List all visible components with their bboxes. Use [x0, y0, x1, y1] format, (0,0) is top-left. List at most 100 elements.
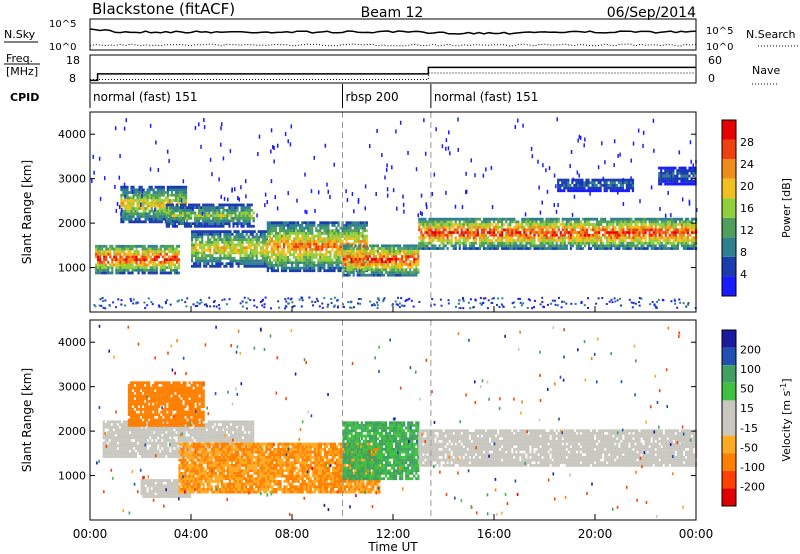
power-cell [668, 228, 671, 232]
power-cell [382, 260, 386, 264]
power-cell [468, 233, 471, 237]
power-cell [513, 231, 516, 234]
power-cell [448, 231, 451, 234]
power-cell [492, 247, 496, 250]
power-cell [119, 271, 122, 275]
power-cell [284, 224, 288, 227]
power-cell [580, 180, 583, 185]
power-cell [598, 220, 601, 224]
power-cell [125, 258, 128, 262]
power-cell [638, 247, 641, 250]
power-cell [117, 266, 120, 270]
power-cell [309, 269, 312, 273]
power-cell [538, 185, 540, 190]
power-cell [151, 247, 154, 251]
power-cell [409, 260, 412, 264]
power-cell [232, 208, 235, 212]
power-cell [111, 247, 114, 251]
power-cell [370, 249, 373, 253]
power-cell [167, 224, 170, 228]
power-cell [353, 226, 356, 230]
power-cell [583, 217, 587, 221]
power-cell [199, 259, 202, 263]
power-cell [140, 207, 143, 210]
power-cell [640, 220, 643, 224]
power-cell [282, 253, 286, 257]
power-cell [668, 174, 671, 178]
power-cell [187, 211, 191, 215]
power-cell [648, 217, 651, 221]
power-cell [191, 238, 194, 242]
power-cell [497, 228, 500, 232]
power-cell [638, 236, 641, 240]
power-cell [664, 169, 667, 173]
power-cell [587, 186, 590, 190]
power-cell [654, 239, 657, 242]
power-cell [535, 223, 538, 226]
power-cell [214, 214, 217, 218]
power-cell [162, 199, 165, 202]
power-cell [563, 189, 566, 193]
power-cell [156, 217, 159, 221]
power-cell [118, 175, 121, 180]
power-cell [151, 266, 154, 270]
power-cell [244, 219, 247, 223]
power-cell [658, 236, 661, 240]
power-cell [114, 184, 116, 189]
power-cell [163, 250, 166, 254]
power-cell [513, 225, 516, 229]
power-cell [636, 225, 639, 229]
power-cell [152, 196, 155, 200]
power-cell [604, 233, 607, 237]
power-cell [169, 222, 172, 226]
power-cell [358, 244, 361, 248]
power-cell [342, 273, 345, 277]
power-cell [194, 203, 197, 207]
power-cell [630, 239, 633, 242]
power-cell [361, 229, 364, 233]
power-cell [541, 228, 544, 232]
power-cell [115, 266, 118, 270]
power-cell [130, 199, 133, 202]
power-cell [130, 209, 133, 213]
power-cell [632, 225, 635, 229]
power-cell [336, 299, 339, 302]
power-cell [571, 181, 574, 185]
power-cell [161, 260, 164, 264]
power-cell [282, 256, 286, 259]
power-cell [144, 201, 147, 205]
power-cell [436, 225, 439, 229]
power-cell [216, 219, 219, 223]
power-cell [634, 225, 637, 229]
power-cell [253, 262, 256, 266]
power-cell [583, 186, 586, 190]
beam-title: Beam 12 [361, 5, 424, 21]
power-cell [692, 236, 696, 240]
power-cell [454, 217, 457, 221]
power-cell [565, 220, 568, 224]
power-cell [533, 223, 536, 226]
power-cell [674, 233, 677, 237]
power-cell [666, 180, 669, 183]
power-cell [191, 240, 194, 244]
power-cell [169, 260, 172, 264]
power-cell [319, 266, 322, 270]
power-cell [133, 258, 136, 262]
power-cell [615, 178, 618, 182]
power-cell [507, 241, 510, 245]
power-cell [223, 246, 226, 250]
power-cell [288, 234, 292, 238]
power-cell [194, 305, 197, 308]
power-cell [606, 231, 609, 234]
power-cell [238, 222, 241, 226]
power-cell [459, 307, 462, 310]
power-cell [563, 241, 566, 245]
power-cell [239, 302, 242, 305]
power-cell [597, 181, 600, 185]
power-cell [403, 268, 406, 272]
power-cell [284, 261, 288, 265]
power-cell [111, 263, 114, 267]
power-cell [527, 239, 530, 242]
power-cell [99, 271, 102, 275]
power-cell [272, 253, 276, 257]
